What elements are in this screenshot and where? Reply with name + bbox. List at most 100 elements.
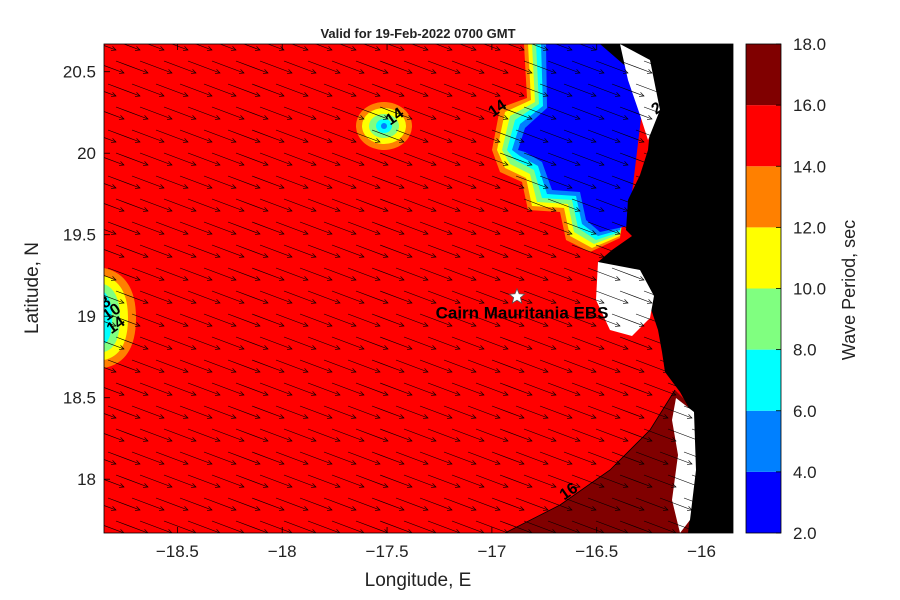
wave-arrow-head [648,529,653,533]
wave-arrow [403,60,437,74]
wave-arrow [104,367,117,373]
wave-arrow [571,106,605,120]
wave-arrow [715,336,733,344]
wave-arrow [203,267,237,281]
wave-arrow-head [478,253,485,258]
wave-arrow [251,359,285,373]
wave-arrow-head [406,161,413,166]
wave-arrow-head [526,391,533,396]
wave-arrow [659,129,693,143]
wave-arrow [115,198,149,212]
wave-arrow [667,382,701,396]
wave-arrow [227,221,261,235]
wave-arrow-head [239,575,244,579]
wave-arrow [611,83,645,97]
wave-arrow-head [503,575,508,579]
wave-arrow [179,175,213,189]
wave-arrow [104,341,125,350]
wave-arrow [516,544,548,556]
wave-arrow [611,221,645,235]
wave-arrow-head [158,460,165,465]
wave-arrow-head [358,161,365,166]
wave-arrow [523,244,557,258]
wave-arrow [419,451,453,465]
wave-arrow [595,152,629,166]
wave-arrow [707,267,733,278]
wave-arrow [187,520,221,533]
wave-arrow-head [454,299,461,304]
wave-arrow [379,152,413,166]
wave-arrow-head [326,92,333,97]
wave-arrow-head [470,322,477,327]
wave-arrow [547,290,581,304]
wave-arrow [259,474,293,488]
wave-arrow-head [254,276,261,281]
wave-arrow [619,474,653,488]
wave-arrow-head [110,322,117,327]
wave-arrow-head [134,368,141,373]
wave-arrow-head [590,46,597,51]
wave-arrow-head [735,460,740,464]
wave-arrow [563,221,597,235]
wave-arrow-head [206,368,213,373]
wave-arrow-head [286,161,293,166]
wave-arrow-head [190,437,197,442]
wave-arrow-head [718,69,725,74]
wave-arrow [780,314,812,326]
wave-arrow-head [783,552,788,556]
wave-arrow [667,106,701,120]
wave-arrow-head [646,69,653,74]
wave-arrow-head [446,460,453,465]
wave-arrow [419,497,453,511]
wave-arrow-head [430,115,437,120]
wave-arrow [403,152,437,166]
wave-arrow [395,313,429,327]
wave-arrow-head [791,391,796,395]
wave-arrow [179,221,213,235]
wave-arrow [300,544,332,556]
wave-arrow [139,244,173,258]
wave-arrow [179,83,213,97]
wave-arrow-head [670,437,677,442]
wave-arrow-head [350,230,357,235]
wave-arrow [515,451,549,465]
wave-arrow [780,360,812,372]
wave-arrow [315,44,333,51]
wave-arrow-head [574,483,581,488]
wave-arrow-head [398,414,405,419]
wave-arrow [131,175,165,189]
wave-arrow [475,60,509,74]
wave-arrow-head [614,414,621,419]
wave-arrow [307,106,341,120]
wave-arrow [563,497,597,511]
wave-arrow [539,359,573,373]
wave-arrow-head [718,483,725,488]
wave-arrow [331,244,365,258]
wave-arrow [164,567,196,579]
wave-arrow [395,267,429,281]
wave-arrow [788,567,820,579]
wave-arrow [104,479,125,488]
wave-arrow [131,359,165,373]
wave-arrow [235,474,269,488]
wave-arrow-head [134,46,141,51]
wave-arrow [515,497,549,511]
wave-arrow-head [254,46,261,51]
wave-arrow [395,175,429,189]
wave-arrow-head [382,483,389,488]
wave-arrow-head [384,529,389,533]
wave-arrow-head [166,345,173,350]
wave-arrow [683,83,717,97]
wave-arrow-head [110,506,117,511]
wave-arrow [131,221,165,235]
wave-arrow-head [662,506,669,511]
wave-arrow [203,359,237,373]
wave-arrow-head [406,253,413,258]
wave-arrow-head [614,138,621,143]
wave-arrow-head [494,460,501,465]
wave-arrow [491,83,525,97]
wave-arrow-head [590,460,597,465]
wave-arrow-head [807,184,812,188]
wave-arrow-head [478,391,485,396]
wave-arrow-head [334,391,341,396]
